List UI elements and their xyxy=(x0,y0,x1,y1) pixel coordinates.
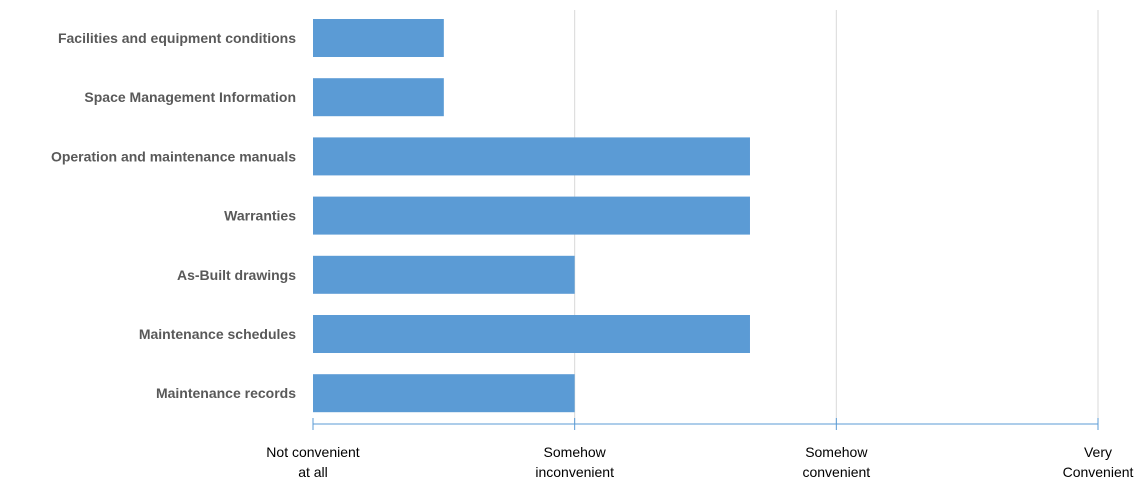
x-tick-label: Very Convenient xyxy=(1063,444,1134,480)
category-labels: Facilities and equipment conditions Space… xyxy=(51,30,296,401)
bar xyxy=(313,374,575,413)
x-tick-label: Not convenient at all xyxy=(266,444,360,480)
x-axis xyxy=(312,418,1099,430)
category-label: Maintenance records xyxy=(156,385,296,401)
bar xyxy=(313,19,444,57)
x-tick-label: Somehow convenient xyxy=(802,444,870,480)
bar xyxy=(313,137,750,176)
category-label: Space Management Information xyxy=(84,89,296,105)
category-label: Maintenance schedules xyxy=(139,326,296,342)
category-label: Operation and maintenance manuals xyxy=(51,148,296,164)
bar xyxy=(313,78,444,117)
bar xyxy=(313,315,750,353)
category-label: As-Built drawings xyxy=(177,267,296,283)
bar xyxy=(313,255,575,294)
x-tick-label: Somehow inconvenient xyxy=(535,444,614,480)
category-label: Warranties xyxy=(224,208,296,224)
x-tick-labels: Not convenient at all Somehow inconvenient S… xyxy=(266,444,1133,480)
bars xyxy=(313,19,750,413)
category-label: Facilities and equipment conditions xyxy=(58,30,296,46)
bar xyxy=(313,196,750,235)
